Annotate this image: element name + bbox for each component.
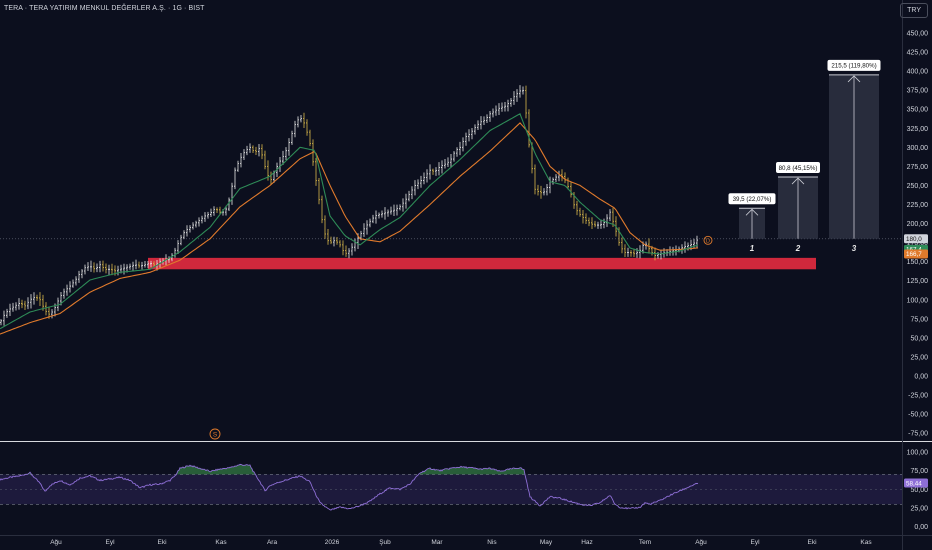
price-tick-label: 225,00 xyxy=(907,202,929,209)
rsi-value-tag xyxy=(904,478,928,488)
rsi-tick-label: 75,00 xyxy=(910,468,928,475)
price-tick-label: -25,00 xyxy=(908,393,928,400)
time-tick-label: Haz xyxy=(581,539,593,546)
rsi-tick-label: 25,00 xyxy=(910,506,928,513)
price-tick-label: 100,00 xyxy=(907,297,929,304)
main-pane: 39,5 (22,07%) 1 80,8 (45,15%) 2 215,5 (119,8… xyxy=(0,59,902,440)
time-tick-label: Nis xyxy=(487,539,497,546)
target-arrowhead xyxy=(847,75,861,83)
price-tick-label: 400,00 xyxy=(907,69,929,76)
price-tick-label: 425,00 xyxy=(907,50,929,57)
time-tick-label: Mar xyxy=(431,539,443,546)
target-label-box xyxy=(827,59,881,71)
price-tag-label: 180,0 xyxy=(906,236,922,243)
target-label: 80,8 (45,15%) xyxy=(779,165,818,172)
target-label: 215,5 (119,80%) xyxy=(831,63,876,70)
price-tick-label: -50,00 xyxy=(908,412,928,419)
price-tick-label: 275,00 xyxy=(907,164,929,171)
rsi-value-label: 58,44 xyxy=(906,480,922,487)
dividend-marker-label: D xyxy=(706,239,710,245)
price-tick-label: 25,00 xyxy=(910,354,928,361)
axes: 450,00425,00400,00375,00350,00325,00300,… xyxy=(50,31,928,547)
price-tag xyxy=(904,249,928,259)
target-number: 3 xyxy=(852,244,857,253)
rsi-pane xyxy=(0,463,902,511)
rsi-tick-label: 50,00 xyxy=(910,487,928,494)
price-tick-label: 50,00 xyxy=(910,335,928,342)
time-tick-label: Eyl xyxy=(105,539,115,546)
time-tick-label: Ağu xyxy=(695,539,707,546)
price-tick-label: 325,00 xyxy=(907,126,929,133)
time-tick-label: 2026 xyxy=(325,539,340,546)
rsi-overbought-fill xyxy=(0,464,698,475)
time-tick-label: Eki xyxy=(807,539,816,546)
ema-fast-line xyxy=(0,113,699,330)
price-tick-label: 450,00 xyxy=(907,31,929,38)
time-tick-label: Ara xyxy=(267,539,278,546)
price-tick-label: 150,00 xyxy=(907,259,929,266)
split-marker-label: S xyxy=(213,432,218,439)
time-tick-label: Şub xyxy=(379,539,391,546)
currency-button[interactable]: TRY xyxy=(900,3,928,18)
price-tick-label: 0,00 xyxy=(914,374,928,381)
time-tick-label: Kas xyxy=(860,539,872,546)
rsi-tick-label: 0,00 xyxy=(914,524,928,531)
chart-title: TERA · TERA YATIRIM MENKUL DEĞERLER A.Ş.… xyxy=(4,5,205,12)
price-tick-label: 75,00 xyxy=(910,316,928,323)
split-icon xyxy=(209,428,221,440)
time-tick-label: Kas xyxy=(215,539,227,546)
target-arrowhead xyxy=(791,177,805,185)
time-tick-label: Ağu xyxy=(50,539,62,546)
price-tick-label: -75,00 xyxy=(908,431,928,438)
price-tag xyxy=(904,234,928,244)
target-arrowhead xyxy=(745,208,759,216)
support-zone xyxy=(148,257,816,270)
target-label-box xyxy=(728,193,776,205)
price-tick-label: 350,00 xyxy=(907,107,929,114)
price-tick-label: 250,00 xyxy=(907,183,929,190)
ema-slow-line xyxy=(0,122,699,335)
price-tick-label: 200,00 xyxy=(907,221,929,228)
price-tag-label: 166,7 xyxy=(906,251,922,258)
dividend-icon xyxy=(703,235,713,245)
time-tick-label: Eyl xyxy=(750,539,760,546)
time-tick-label: Tem xyxy=(639,539,651,546)
price-tick-label: 300,00 xyxy=(907,145,929,152)
target-label: 39,5 (22,07%) xyxy=(733,196,772,203)
price-tick-label: 375,00 xyxy=(907,88,929,95)
price-tick-label: 125,00 xyxy=(907,278,929,285)
time-tick-label: Eki xyxy=(157,539,166,546)
rsi-line xyxy=(0,463,699,511)
time-tick-label: May xyxy=(540,539,553,546)
target-number: 1 xyxy=(750,244,755,253)
target-number: 2 xyxy=(795,244,801,253)
price-tick-label: 175,00 xyxy=(907,240,929,247)
rsi-tick-label: 100,00 xyxy=(907,450,929,457)
target-label-box xyxy=(776,162,820,174)
